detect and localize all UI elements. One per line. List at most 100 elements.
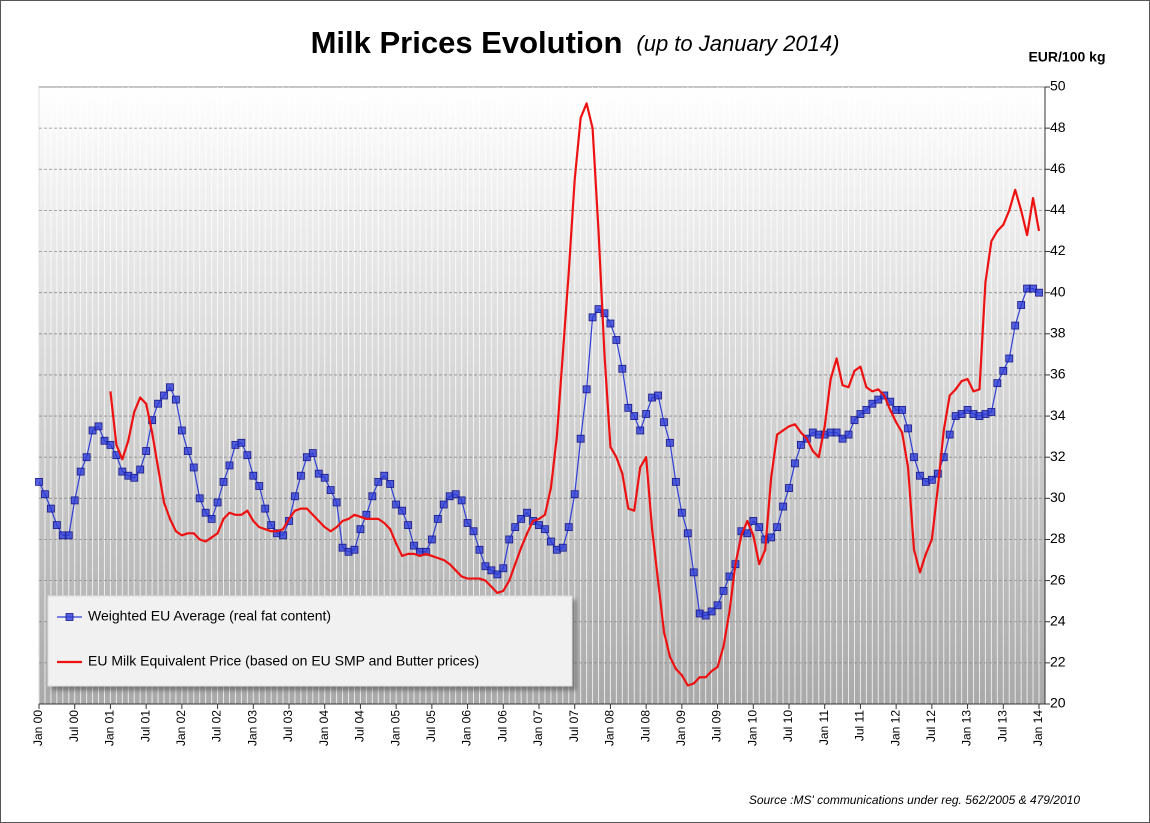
data-point (773, 523, 781, 532)
x-tick-label: Jan 02 (174, 710, 188, 746)
x-tick-label: Jul 01 (138, 710, 152, 742)
x-tick-label: Jan 05 (388, 710, 402, 746)
data-point (1035, 288, 1043, 297)
data-point (862, 405, 871, 414)
y-tick-label: 22 (1050, 654, 1066, 670)
legend-label: Weighted EU Average (real fat content) (88, 608, 331, 624)
data-point (719, 586, 728, 595)
data-point (154, 399, 162, 408)
data-point (963, 405, 972, 414)
data-point (642, 410, 651, 418)
data-point (243, 451, 252, 460)
x-tick-label: Jul 10 (781, 710, 795, 742)
data-point (505, 535, 514, 544)
data-point (320, 473, 329, 482)
data-point (308, 449, 317, 457)
data-point (130, 473, 139, 482)
data-point (535, 521, 543, 529)
data-point (558, 543, 567, 552)
data-point (945, 430, 954, 439)
data-point (166, 383, 174, 392)
x-tick-label: Jan 10 (745, 710, 759, 746)
x-tick-label: Jan 11 (817, 710, 831, 745)
data-point (249, 471, 258, 480)
data-point (410, 541, 418, 550)
data-point (957, 410, 966, 418)
y-tick-label: 26 (1050, 571, 1066, 587)
data-point (612, 336, 621, 344)
data-point (314, 469, 323, 478)
data-point (785, 484, 793, 492)
chart-subtitle: (up to January 2014) (636, 31, 839, 56)
data-point (725, 572, 734, 581)
data-point (660, 418, 668, 427)
y-tick-label: 50 (1050, 78, 1066, 94)
data-point (832, 428, 841, 437)
data-point (475, 545, 484, 554)
data-point (255, 482, 264, 490)
data-point (523, 508, 531, 517)
x-tick-label: Jan 04 (317, 710, 331, 746)
data-point (35, 477, 43, 486)
data-point (499, 564, 508, 573)
data-point (933, 469, 942, 478)
data-point (511, 523, 520, 532)
data-point (237, 438, 246, 447)
data-point (713, 601, 722, 610)
series-line (109, 102, 1041, 687)
legend-label: EU Milk Equivalent Price (based on EU SM… (88, 653, 479, 669)
y-tick-label: 24 (1050, 612, 1066, 628)
x-tick-label: Jul 05 (424, 710, 438, 742)
data-point (422, 547, 430, 556)
data-point (291, 492, 299, 501)
data-point (380, 471, 389, 480)
data-point (386, 480, 395, 488)
data-point (350, 545, 359, 554)
x-tick-label: Jan 14 (1031, 710, 1045, 746)
data-point (1029, 284, 1037, 293)
data-point (41, 490, 49, 499)
x-tick-label: Jul 04 (353, 710, 367, 742)
chart-title: Milk Prices Evolution (311, 25, 623, 60)
data-point (904, 424, 912, 433)
data-point (451, 490, 460, 499)
data-point (463, 519, 472, 527)
data-point (481, 562, 490, 571)
y-tick-label: 32 (1050, 448, 1066, 464)
data-point (326, 486, 335, 495)
x-tick-label: Jan 01 (103, 710, 117, 746)
data-point (541, 525, 549, 534)
x-tick-label: Jan 03 (245, 710, 259, 746)
series-group (35, 102, 1043, 687)
data-point (493, 570, 502, 579)
data-point (404, 521, 412, 529)
x-tick-label: Jul 13 (995, 710, 1009, 742)
data-point (844, 430, 853, 439)
data-point (213, 498, 222, 507)
data-point (743, 529, 752, 538)
data-point (582, 385, 591, 394)
data-point (398, 506, 406, 515)
x-tick-label: Jul 03 (281, 710, 295, 742)
data-point (600, 309, 609, 318)
data-point (606, 319, 615, 328)
data-point (1005, 354, 1014, 363)
data-point (993, 379, 1002, 388)
data-point (683, 529, 692, 538)
x-tick-label: Jul 09 (710, 710, 724, 742)
data-point (856, 410, 865, 418)
y-axis-label: EUR/100 kg (1028, 49, 1105, 65)
data-point (267, 521, 276, 529)
y-tick-label: 30 (1050, 489, 1066, 505)
data-point (689, 568, 698, 577)
data-point (368, 492, 377, 501)
x-tick-label: Jul 11 (853, 710, 867, 741)
data-point (338, 543, 347, 552)
data-point (427, 535, 436, 544)
data-point (1017, 301, 1026, 309)
data-point (76, 467, 85, 476)
data-point (916, 471, 924, 480)
data-point (487, 566, 496, 575)
y-tick-label: 42 (1050, 242, 1066, 258)
data-point (160, 391, 168, 400)
